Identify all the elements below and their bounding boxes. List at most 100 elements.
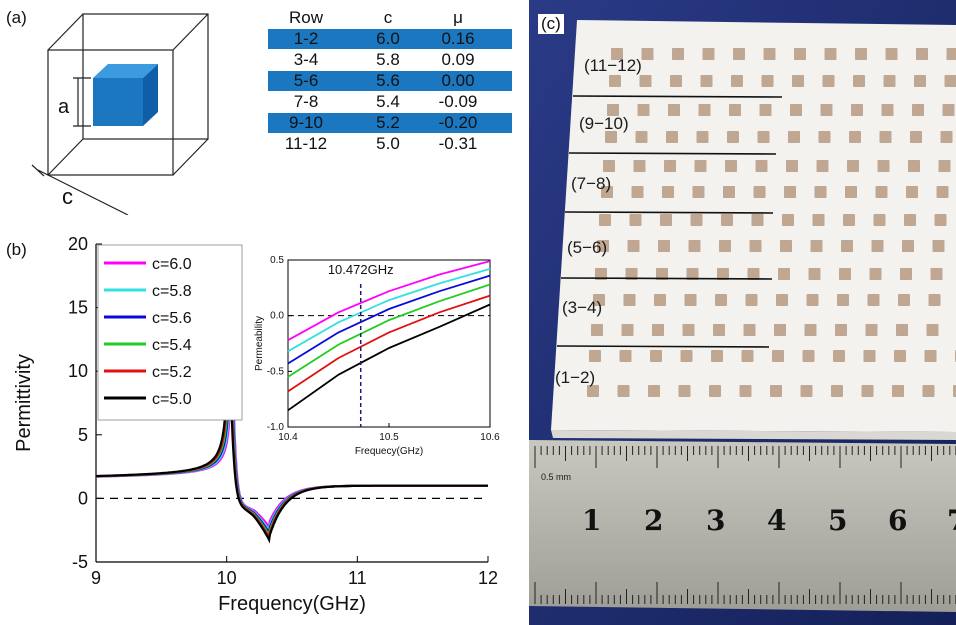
cell-mu: 0.09: [441, 50, 475, 69]
metamaterial-cube: [688, 240, 701, 252]
legend: c=6.0 c=5.8 c=5.6 c=5.4 c=5.2 c=5.0: [97, 244, 243, 421]
metamaterial-cube: [804, 324, 817, 336]
row-label-1-2: (1−2): [555, 368, 596, 387]
row-separator-lines: [556, 95, 783, 348]
cell-mu: 0.00: [441, 71, 475, 90]
metamaterial-cube: [784, 186, 796, 198]
metamaterial-cube: [747, 268, 760, 280]
row-label-5-6: (5−6): [567, 238, 608, 257]
metamaterial-cube: [904, 214, 916, 226]
metamaterial-cube: [717, 268, 729, 280]
metamaterial-cube: [822, 75, 835, 87]
metamaterial-cube: [780, 240, 792, 252]
metamaterial-cube: [790, 104, 802, 116]
ruler-number: 1: [582, 504, 602, 537]
metamaterial-cube: [678, 385, 691, 397]
cube-array: [587, 48, 956, 397]
row-label-7-8: (7−8): [571, 174, 612, 193]
metamaterial-cube: [759, 104, 772, 116]
metamaterial-cube: [810, 240, 823, 252]
cell-row: 5-6: [293, 71, 319, 90]
metamaterial-cube: [631, 186, 644, 198]
metamaterial-cube: [587, 385, 599, 397]
metamaterial-cube: [871, 240, 884, 252]
metamaterial-cube: [682, 324, 695, 336]
metamaterial-cube: [873, 214, 886, 226]
metamaterial-cube: [847, 160, 859, 172]
inset-series-line: [287, 283, 491, 378]
header-c: c: [383, 8, 393, 27]
metamaterial-cube: [757, 131, 770, 143]
metamaterial-cube: [835, 324, 847, 336]
legend-label: c=5.6: [152, 310, 192, 327]
metamaterial-cube: [869, 268, 882, 280]
x-tick-label: 10: [217, 568, 237, 588]
table-row: 11-12 5.0 -0.31: [268, 134, 512, 154]
x-tick-label: 11: [348, 568, 367, 588]
sample-photo-drawing: [529, 0, 956, 625]
cell-mu: 0.16: [441, 29, 475, 48]
metamaterial-cube: [729, 104, 741, 116]
metamaterial-cube: [778, 268, 790, 280]
metamaterial-cube: [772, 350, 784, 362]
table-row: 5-6 5.6 0.00: [268, 71, 512, 91]
inset-series-line: [287, 260, 491, 341]
cell-row: 3-4: [293, 50, 319, 69]
metamaterial-cube: [924, 350, 937, 362]
dimension-a-marker: [73, 77, 91, 127]
metamaterial-cube: [814, 186, 827, 198]
metamaterial-cube: [599, 214, 611, 226]
metamaterial-cube: [908, 160, 920, 172]
metamaterial-cube: [621, 324, 634, 336]
inset-series-line: [287, 274, 491, 365]
metamaterial-cube: [637, 104, 650, 116]
metamaterial-cube: [875, 186, 888, 198]
y-tick-label: 10: [68, 361, 88, 381]
metamaterial-cube: [877, 160, 890, 172]
inset-y-tick-label: 0.5: [270, 255, 284, 266]
metamaterial-cube: [609, 75, 621, 87]
metamaterial-cube: [812, 214, 825, 226]
metamaterial-cube: [794, 48, 806, 60]
cell-mu: -0.20: [438, 113, 478, 132]
metamaterial-cube: [942, 104, 955, 116]
metamaterial-cube: [934, 214, 947, 226]
metamaterial-cube: [597, 240, 609, 252]
metamaterial-cube: [900, 268, 912, 280]
metamaterial-cube: [914, 75, 926, 87]
table-header-row: Row c μ: [268, 8, 512, 28]
metamaterial-cube: [928, 294, 941, 306]
inset-series-line: [287, 268, 491, 353]
metamaterial-cube: [774, 324, 786, 336]
metamaterial-cube: [883, 75, 896, 87]
y-tick-label: 5: [78, 425, 88, 445]
table-row: 7-8 5.4 -0.09: [268, 92, 512, 112]
metamaterial-cube: [894, 350, 906, 362]
metamaterial-cube: [837, 294, 849, 306]
row-label-9-10: (9−10): [579, 114, 629, 133]
metamaterial-cube: [601, 186, 613, 198]
ruler-number: 4: [767, 504, 787, 537]
metamaterial-cube: [711, 350, 723, 362]
metamaterial-cube: [639, 75, 652, 87]
header-row: Row: [288, 8, 323, 27]
metamaterial-cube: [808, 268, 821, 280]
metamaterial-cube: [851, 104, 863, 116]
metamaterial-cube: [749, 240, 762, 252]
metamaterial-cube: [664, 160, 676, 172]
row-separator-line: [568, 152, 777, 155]
x-axis-title: Frequency(GHz): [218, 593, 366, 615]
metamaterial-cube: [802, 350, 815, 362]
cell-c: 5.8: [376, 50, 400, 69]
metamaterial-cube: [672, 48, 684, 60]
metamaterial-cube: [635, 131, 648, 143]
metamaterial-cube: [839, 268, 851, 280]
metamaterial-cube: [865, 324, 878, 336]
unit-cell-cube-diagram: a: [31, 13, 209, 215]
y-tick-label: 15: [68, 298, 88, 318]
metamaterial-cube: [922, 385, 935, 397]
metamaterial-cube: [916, 48, 928, 60]
ruler-number: 6: [888, 504, 908, 537]
metamaterial-cube: [702, 48, 715, 60]
row-separator-line: [556, 345, 770, 348]
